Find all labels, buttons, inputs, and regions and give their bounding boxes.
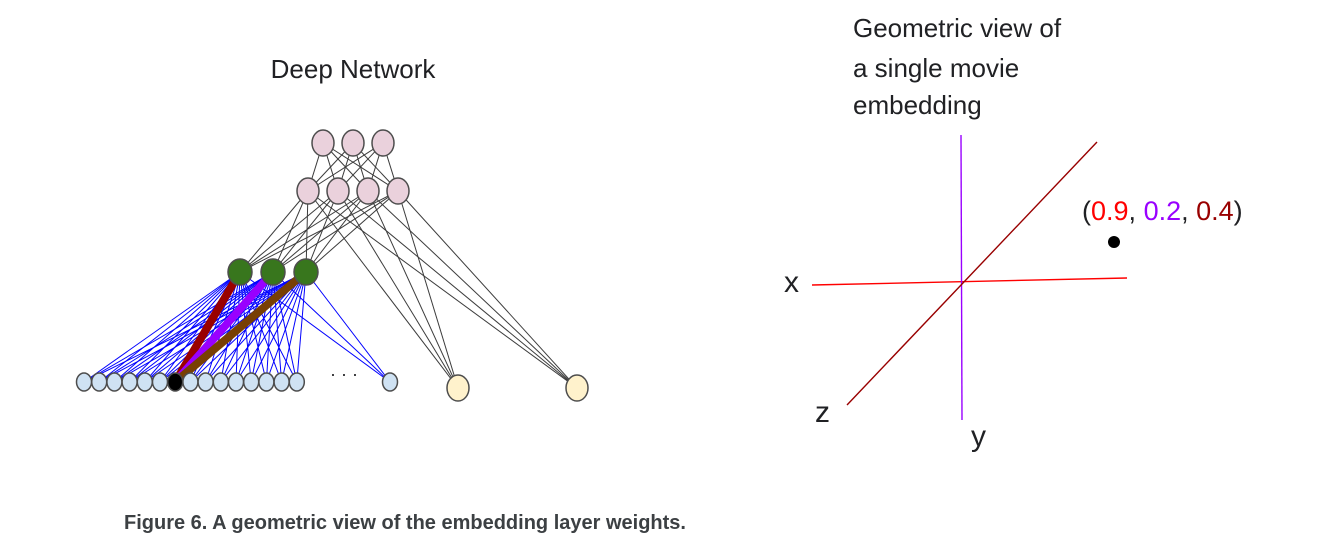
input-node bbox=[381, 372, 399, 392]
input-edge bbox=[83, 271, 241, 383]
input-edge bbox=[235, 271, 307, 383]
input-edge bbox=[129, 271, 307, 383]
geometric-title-line-2: a single movie bbox=[853, 53, 1019, 83]
side-feature-node bbox=[565, 374, 589, 402]
input-node bbox=[227, 372, 245, 392]
input-node bbox=[182, 372, 199, 392]
input-edge bbox=[129, 271, 241, 383]
embedding-node bbox=[227, 258, 253, 286]
input-edge bbox=[296, 271, 307, 383]
input-node bbox=[197, 372, 214, 392]
input-edge bbox=[250, 271, 307, 383]
z-axis-line bbox=[846, 141, 1098, 406]
coord-x-value: 0.9 bbox=[1091, 196, 1129, 226]
deep-network-diagram: Deep Network · · · bbox=[75, 54, 589, 402]
input-edge bbox=[305, 271, 391, 383]
output-node bbox=[341, 129, 365, 157]
hidden-node bbox=[296, 177, 320, 205]
hidden-edge bbox=[337, 190, 578, 389]
input-edge bbox=[265, 271, 307, 383]
hidden-edge bbox=[337, 190, 459, 389]
geometric-title: Geometric view of a single movie embeddi… bbox=[853, 13, 1068, 120]
coord-separator-2: , bbox=[1181, 196, 1196, 226]
output-node bbox=[371, 129, 395, 157]
hidden-edge bbox=[239, 190, 339, 273]
input-edge bbox=[129, 271, 274, 383]
input-edge bbox=[83, 271, 274, 383]
input-edge bbox=[144, 271, 241, 383]
weight-edge-z bbox=[172, 268, 309, 386]
hidden-edge bbox=[307, 142, 384, 192]
input-edge bbox=[239, 271, 391, 383]
hidden-edge bbox=[305, 190, 339, 273]
network-nodes bbox=[75, 129, 589, 402]
input-node bbox=[75, 372, 93, 392]
hidden-edge bbox=[397, 190, 459, 389]
input-node bbox=[273, 372, 290, 392]
y-axis-label: y bbox=[971, 420, 986, 453]
input-edge bbox=[220, 271, 307, 383]
network-title: Deep Network bbox=[271, 54, 437, 84]
hidden-edge bbox=[367, 190, 578, 389]
hidden-edge bbox=[272, 190, 399, 273]
z-axis-label: z bbox=[815, 396, 830, 429]
input-edge bbox=[98, 271, 307, 383]
hidden-edge bbox=[239, 190, 309, 273]
input-node bbox=[106, 372, 123, 392]
coord-separator-1: , bbox=[1129, 196, 1144, 226]
geometric-view: Geometric view of a single movie embeddi… bbox=[784, 13, 1243, 453]
input-edge bbox=[114, 271, 274, 383]
input-node bbox=[151, 372, 169, 392]
input-edge bbox=[98, 271, 274, 383]
weight-edge-x bbox=[171, 269, 244, 385]
hidden-edge bbox=[239, 190, 399, 273]
input-edge bbox=[220, 271, 241, 383]
input-node bbox=[212, 372, 230, 392]
input-node bbox=[90, 372, 108, 392]
output-node bbox=[311, 129, 335, 157]
x-axis-label: x bbox=[784, 266, 799, 299]
hidden-edge bbox=[307, 190, 459, 389]
input-edge bbox=[235, 271, 274, 383]
input-node bbox=[258, 372, 275, 392]
input-edge bbox=[98, 271, 241, 383]
y-axis-line bbox=[960, 134, 963, 421]
hidden-edge bbox=[307, 190, 578, 389]
geometric-title-line-3: embedding bbox=[853, 90, 982, 120]
input-ellipsis: · · · bbox=[330, 364, 358, 384]
figure-caption: Figure 6. A geometric view of the embedd… bbox=[124, 512, 686, 534]
geometric-title-line-1: Geometric view of bbox=[853, 13, 1062, 43]
input-node bbox=[242, 372, 260, 392]
side-feature-node bbox=[446, 374, 470, 402]
coord-y-value: 0.2 bbox=[1144, 196, 1182, 226]
input-node bbox=[121, 372, 138, 392]
hidden-edge bbox=[367, 190, 459, 389]
coord-close-paren: ) bbox=[1234, 196, 1243, 226]
hidden-edge bbox=[272, 190, 309, 273]
hidden-node bbox=[326, 177, 350, 205]
coord-z-value: 0.4 bbox=[1196, 196, 1234, 226]
embedding-node bbox=[260, 258, 286, 286]
embedding-weight-edges bbox=[171, 268, 309, 386]
embedding-node bbox=[293, 258, 319, 286]
input-edge bbox=[281, 271, 307, 383]
input-edge bbox=[220, 271, 274, 383]
hidden-node bbox=[386, 177, 410, 205]
embedding-point bbox=[1108, 236, 1120, 248]
hidden-edge bbox=[272, 190, 369, 273]
coord-open-paren: ( bbox=[1082, 196, 1091, 226]
input-edge bbox=[83, 271, 307, 383]
input-edge bbox=[272, 271, 391, 383]
input-node bbox=[136, 372, 154, 392]
hidden-edge bbox=[397, 190, 578, 389]
input-edge bbox=[114, 271, 241, 383]
input-node bbox=[288, 372, 306, 392]
x-axis-line bbox=[811, 277, 1128, 286]
hidden-edge bbox=[305, 190, 369, 273]
embedding-coordinates: (0.9, 0.2, 0.4) bbox=[1082, 196, 1243, 226]
selected-input-node bbox=[166, 372, 184, 392]
hidden-node bbox=[356, 177, 380, 205]
